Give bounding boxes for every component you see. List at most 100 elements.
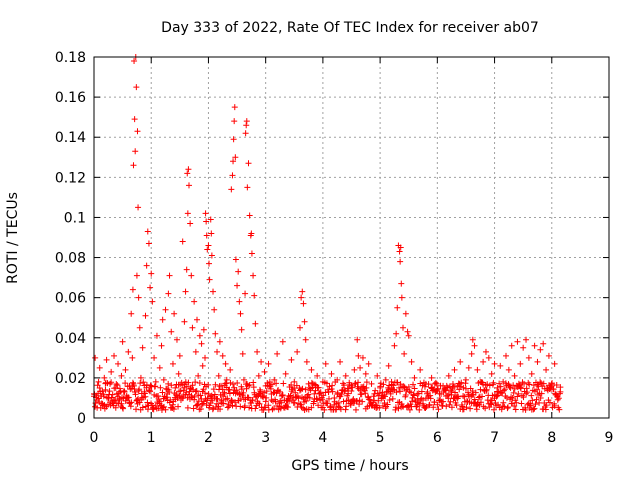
data-point: [434, 386, 441, 393]
data-point: [220, 400, 227, 407]
data-point: [488, 401, 495, 408]
data-point: [140, 379, 147, 386]
data-point: [291, 399, 298, 406]
data-point: [490, 406, 497, 413]
data-point: [303, 358, 310, 365]
data-point: [322, 360, 329, 367]
data-point: [219, 352, 226, 359]
data-point: [294, 348, 301, 355]
data-point: [96, 364, 103, 371]
data-point: [157, 384, 164, 391]
data-point: [196, 332, 203, 339]
data-point: [135, 387, 142, 394]
data-point: [107, 380, 114, 387]
data-point: [191, 393, 198, 400]
data-point: [494, 392, 501, 399]
data-point: [313, 395, 320, 402]
data-point: [165, 380, 172, 387]
data-point: [473, 406, 480, 413]
data-point: [363, 379, 370, 386]
data-point: [192, 348, 199, 355]
data-point: [135, 395, 142, 402]
data-point: [153, 332, 160, 339]
data-point: [170, 406, 177, 413]
data-point: [103, 356, 110, 363]
data-point: [463, 404, 470, 411]
data-point: [521, 380, 528, 387]
data-point: [144, 228, 151, 235]
data-point: [511, 403, 518, 410]
data-point: [309, 384, 316, 391]
data-point: [523, 336, 530, 343]
data-point: [120, 405, 127, 412]
data-point: [174, 392, 181, 399]
data-point: [209, 406, 216, 413]
data-point: [389, 395, 396, 402]
data-point: [471, 342, 478, 349]
data-point: [474, 366, 481, 373]
data-point: [188, 272, 195, 279]
data-point: [131, 116, 138, 123]
data-point: [192, 388, 199, 395]
data-point: [256, 400, 263, 407]
data-point: [324, 400, 331, 407]
data-point: [302, 386, 309, 393]
data-point: [133, 272, 140, 279]
y-tick-label: 0.18: [55, 50, 86, 66]
data-point: [316, 390, 323, 397]
data-point: [236, 391, 243, 398]
data-point: [248, 250, 255, 257]
data-point: [440, 382, 447, 389]
data-point: [540, 340, 547, 347]
data-point: [259, 392, 266, 399]
data-point: [193, 387, 200, 394]
data-point: [460, 384, 467, 391]
data-point: [447, 398, 454, 405]
data-point: [331, 401, 338, 408]
data-point: [99, 400, 106, 407]
data-point: [382, 376, 389, 383]
data-point: [243, 385, 250, 392]
data-point: [214, 396, 221, 403]
data-point: [236, 298, 243, 305]
data-point: [384, 401, 391, 408]
data-point: [132, 391, 139, 398]
data-point: [135, 294, 142, 301]
data-point: [442, 392, 449, 399]
data-point: [227, 366, 234, 373]
data-point: [142, 393, 149, 400]
data-point: [159, 389, 166, 396]
data-point: [331, 394, 338, 401]
data-point: [263, 394, 270, 401]
data-point: [374, 372, 381, 379]
data-point: [150, 406, 157, 413]
data-point: [197, 405, 204, 412]
data-point: [551, 402, 558, 409]
data-point: [298, 294, 305, 301]
data-point: [128, 310, 135, 317]
data-point: [488, 370, 495, 377]
x-tick-label: 5: [376, 430, 385, 446]
data-point: [372, 387, 379, 394]
data-point: [136, 324, 143, 331]
data-point: [400, 383, 407, 390]
data-point: [347, 402, 354, 409]
grid-lines: [94, 57, 609, 418]
data-point: [228, 186, 235, 193]
data-point: [185, 391, 192, 398]
data-point: [457, 383, 464, 390]
x-tick-label: 1: [147, 430, 156, 446]
data-point: [240, 389, 247, 396]
data-point: [249, 397, 256, 404]
data-point: [265, 360, 272, 367]
data-point: [376, 404, 383, 411]
data-point: [503, 352, 509, 359]
data-point: [317, 396, 324, 403]
data-point: [358, 391, 365, 398]
data-point: [397, 244, 404, 251]
y-tick-label: 0.1: [64, 210, 86, 226]
data-point: [496, 380, 503, 387]
data-point: [334, 389, 341, 396]
data-point: [158, 342, 165, 349]
